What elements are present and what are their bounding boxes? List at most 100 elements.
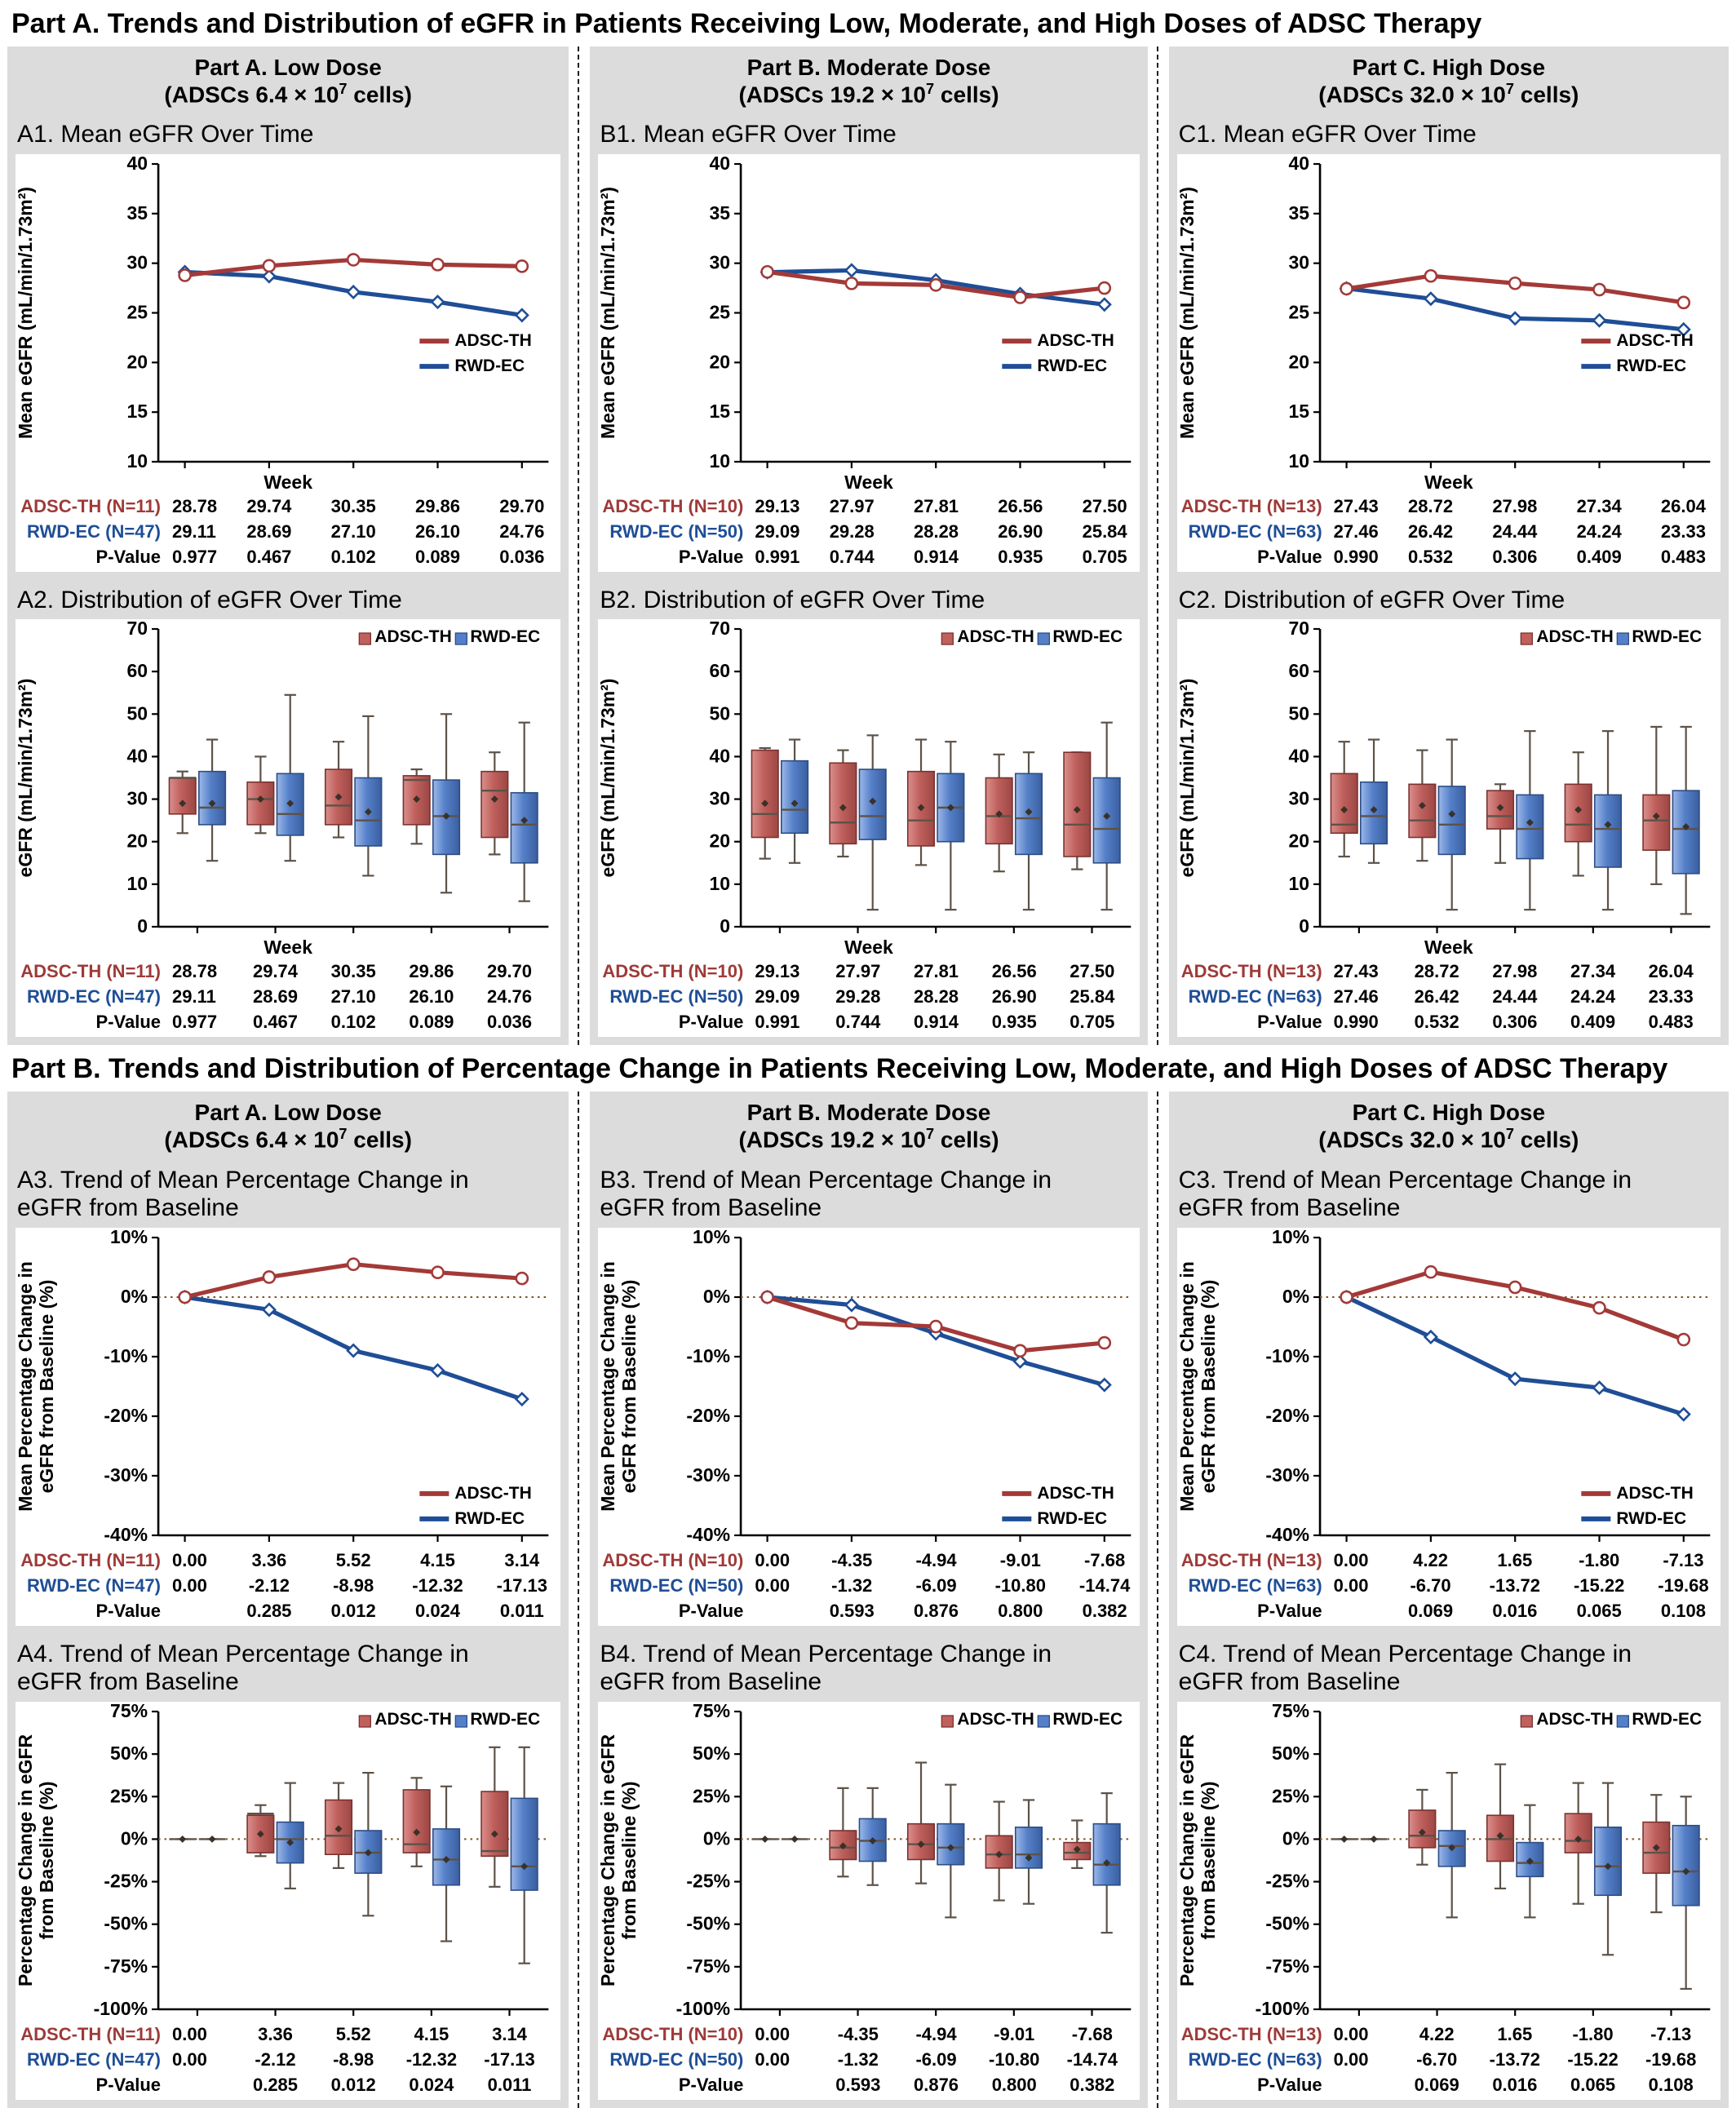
svg-text:10%: 10% — [110, 1228, 148, 1247]
svg-text:30: 30 — [126, 251, 148, 272]
svg-text:40: 40 — [710, 154, 731, 174]
svg-text:ADSC-TH: ADSC-TH — [1536, 1710, 1613, 1729]
svg-text:24: 24 — [1504, 934, 1526, 935]
svg-text:10%: 10% — [693, 1228, 730, 1247]
svg-text:ADSC-TH: ADSC-TH — [958, 627, 1034, 646]
svg-text:24: 24 — [343, 469, 364, 470]
svg-text:75%: 75% — [1272, 1702, 1309, 1721]
svg-text:0: 0 — [720, 915, 731, 935]
svg-text:-40%: -40% — [687, 1524, 731, 1543]
svg-text:eGFR (mL/min/1.73m²): eGFR (mL/min/1.73m²) — [16, 679, 36, 878]
svg-text:24: 24 — [926, 934, 947, 935]
svg-text:ADSC-TH: ADSC-TH — [1536, 627, 1613, 646]
svg-text:-100%: -100% — [94, 1998, 148, 2017]
svg-text:12: 12 — [1420, 469, 1442, 470]
svg-text:Mean eGFR (mL/min/1.73m²): Mean eGFR (mL/min/1.73m²) — [598, 187, 618, 439]
svg-text:Mean eGFR (mL/min/1.73m²): Mean eGFR (mL/min/1.73m²) — [16, 187, 36, 439]
svg-text:from Baseline (%): from Baseline (%) — [36, 1781, 57, 1939]
svg-text:30: 30 — [710, 788, 731, 809]
svg-text:60: 60 — [1288, 660, 1309, 681]
svg-text:25: 25 — [710, 301, 731, 322]
svg-text:RWD-EC: RWD-EC — [470, 627, 540, 646]
svg-text:25: 25 — [1288, 301, 1309, 322]
svg-text:0: 0 — [1341, 469, 1352, 470]
svg-text:-75%: -75% — [1265, 1955, 1309, 1977]
svg-text:75%: 75% — [110, 1702, 148, 1721]
svg-text:-30%: -30% — [687, 1464, 731, 1486]
svg-text:50: 50 — [1288, 703, 1309, 724]
svg-text:0: 0 — [775, 934, 786, 935]
svg-text:0%: 0% — [703, 1286, 730, 1307]
svg-text:15: 15 — [710, 401, 731, 422]
svg-text:40: 40 — [126, 746, 148, 767]
svg-text:Percentage Change in eGFR: Percentage Change in eGFR — [1177, 1734, 1198, 1986]
svg-text:36: 36 — [1588, 469, 1610, 470]
svg-text:12: 12 — [265, 934, 286, 935]
svg-text:36: 36 — [427, 469, 449, 470]
svg-text:48: 48 — [1660, 934, 1681, 935]
svg-text:Mean Percentage Change in: Mean Percentage Change in — [16, 1261, 36, 1512]
svg-text:40: 40 — [126, 154, 148, 174]
svg-text:RWD-EC: RWD-EC — [1616, 356, 1686, 375]
svg-text:0%: 0% — [1282, 1827, 1309, 1849]
svg-text:20: 20 — [126, 830, 148, 852]
svg-text:ADSC-TH: ADSC-TH — [374, 1710, 451, 1729]
svg-text:0: 0 — [1353, 934, 1364, 935]
svg-text:25%: 25% — [110, 1785, 148, 1806]
svg-text:-75%: -75% — [104, 1955, 148, 1977]
svg-text:-25%: -25% — [104, 1870, 148, 1891]
svg-text:60: 60 — [126, 660, 148, 681]
svg-text:70: 70 — [710, 619, 731, 639]
svg-text:36: 36 — [1003, 934, 1025, 935]
svg-text:RWD-EC: RWD-EC — [1038, 356, 1108, 375]
svg-text:RWD-EC: RWD-EC — [1053, 1710, 1123, 1729]
svg-text:-10%: -10% — [104, 1345, 148, 1366]
svg-text:from Baseline (%): from Baseline (%) — [1198, 1781, 1219, 1939]
svg-text:75%: 75% — [693, 1702, 730, 1721]
svg-text:-50%: -50% — [687, 1912, 731, 1933]
svg-text:0%: 0% — [1282, 1286, 1309, 1307]
svg-text:48: 48 — [512, 469, 533, 470]
svg-text:0: 0 — [192, 934, 202, 935]
svg-text:30: 30 — [126, 788, 148, 809]
svg-text:Mean eGFR (mL/min/1.73m²): Mean eGFR (mL/min/1.73m²) — [1177, 187, 1198, 439]
svg-text:0: 0 — [1299, 915, 1309, 935]
svg-text:ADSC-TH: ADSC-TH — [1616, 1484, 1693, 1503]
svg-text:50: 50 — [710, 703, 731, 724]
svg-text:30: 30 — [1288, 788, 1309, 809]
svg-text:ADSC-TH: ADSC-TH — [454, 331, 531, 350]
svg-text:12: 12 — [848, 934, 869, 935]
svg-text:Percentage Change in eGFR: Percentage Change in eGFR — [598, 1734, 618, 1986]
svg-text:-100%: -100% — [676, 1998, 730, 2017]
svg-text:40: 40 — [710, 746, 731, 767]
svg-text:eGFR from Baseline (%): eGFR from Baseline (%) — [1198, 1279, 1219, 1493]
svg-text:10: 10 — [710, 873, 731, 894]
svg-text:60: 60 — [710, 660, 731, 681]
svg-text:15: 15 — [126, 401, 148, 422]
svg-text:-40%: -40% — [104, 1524, 148, 1543]
svg-text:-100%: -100% — [1255, 1998, 1309, 2017]
svg-text:-50%: -50% — [1265, 1912, 1309, 1933]
svg-text:RWD-EC: RWD-EC — [1632, 627, 1702, 646]
svg-text:70: 70 — [126, 619, 148, 639]
svg-text:-20%: -20% — [1265, 1405, 1309, 1426]
svg-text:12: 12 — [259, 469, 280, 470]
svg-text:48: 48 — [1673, 469, 1694, 470]
svg-text:20: 20 — [710, 830, 731, 852]
svg-text:10: 10 — [126, 450, 148, 470]
svg-text:25%: 25% — [1272, 1785, 1309, 1806]
svg-text:RWD-EC: RWD-EC — [1053, 627, 1123, 646]
svg-text:10: 10 — [710, 450, 731, 470]
svg-text:0%: 0% — [121, 1286, 148, 1307]
svg-text:RWD-EC: RWD-EC — [1616, 1509, 1686, 1528]
svg-text:24: 24 — [343, 934, 364, 935]
svg-text:ADSC-TH: ADSC-TH — [958, 1710, 1034, 1729]
svg-text:ADSC-TH: ADSC-TH — [1038, 1484, 1114, 1503]
svg-text:ADSC-TH: ADSC-TH — [454, 1484, 531, 1503]
svg-text:eGFR from Baseline (%): eGFR from Baseline (%) — [36, 1279, 57, 1493]
svg-text:40: 40 — [1288, 154, 1309, 174]
svg-text:RWD-EC: RWD-EC — [454, 356, 525, 375]
svg-text:10: 10 — [126, 873, 148, 894]
svg-text:50%: 50% — [110, 1743, 148, 1764]
svg-text:40: 40 — [1288, 746, 1309, 767]
